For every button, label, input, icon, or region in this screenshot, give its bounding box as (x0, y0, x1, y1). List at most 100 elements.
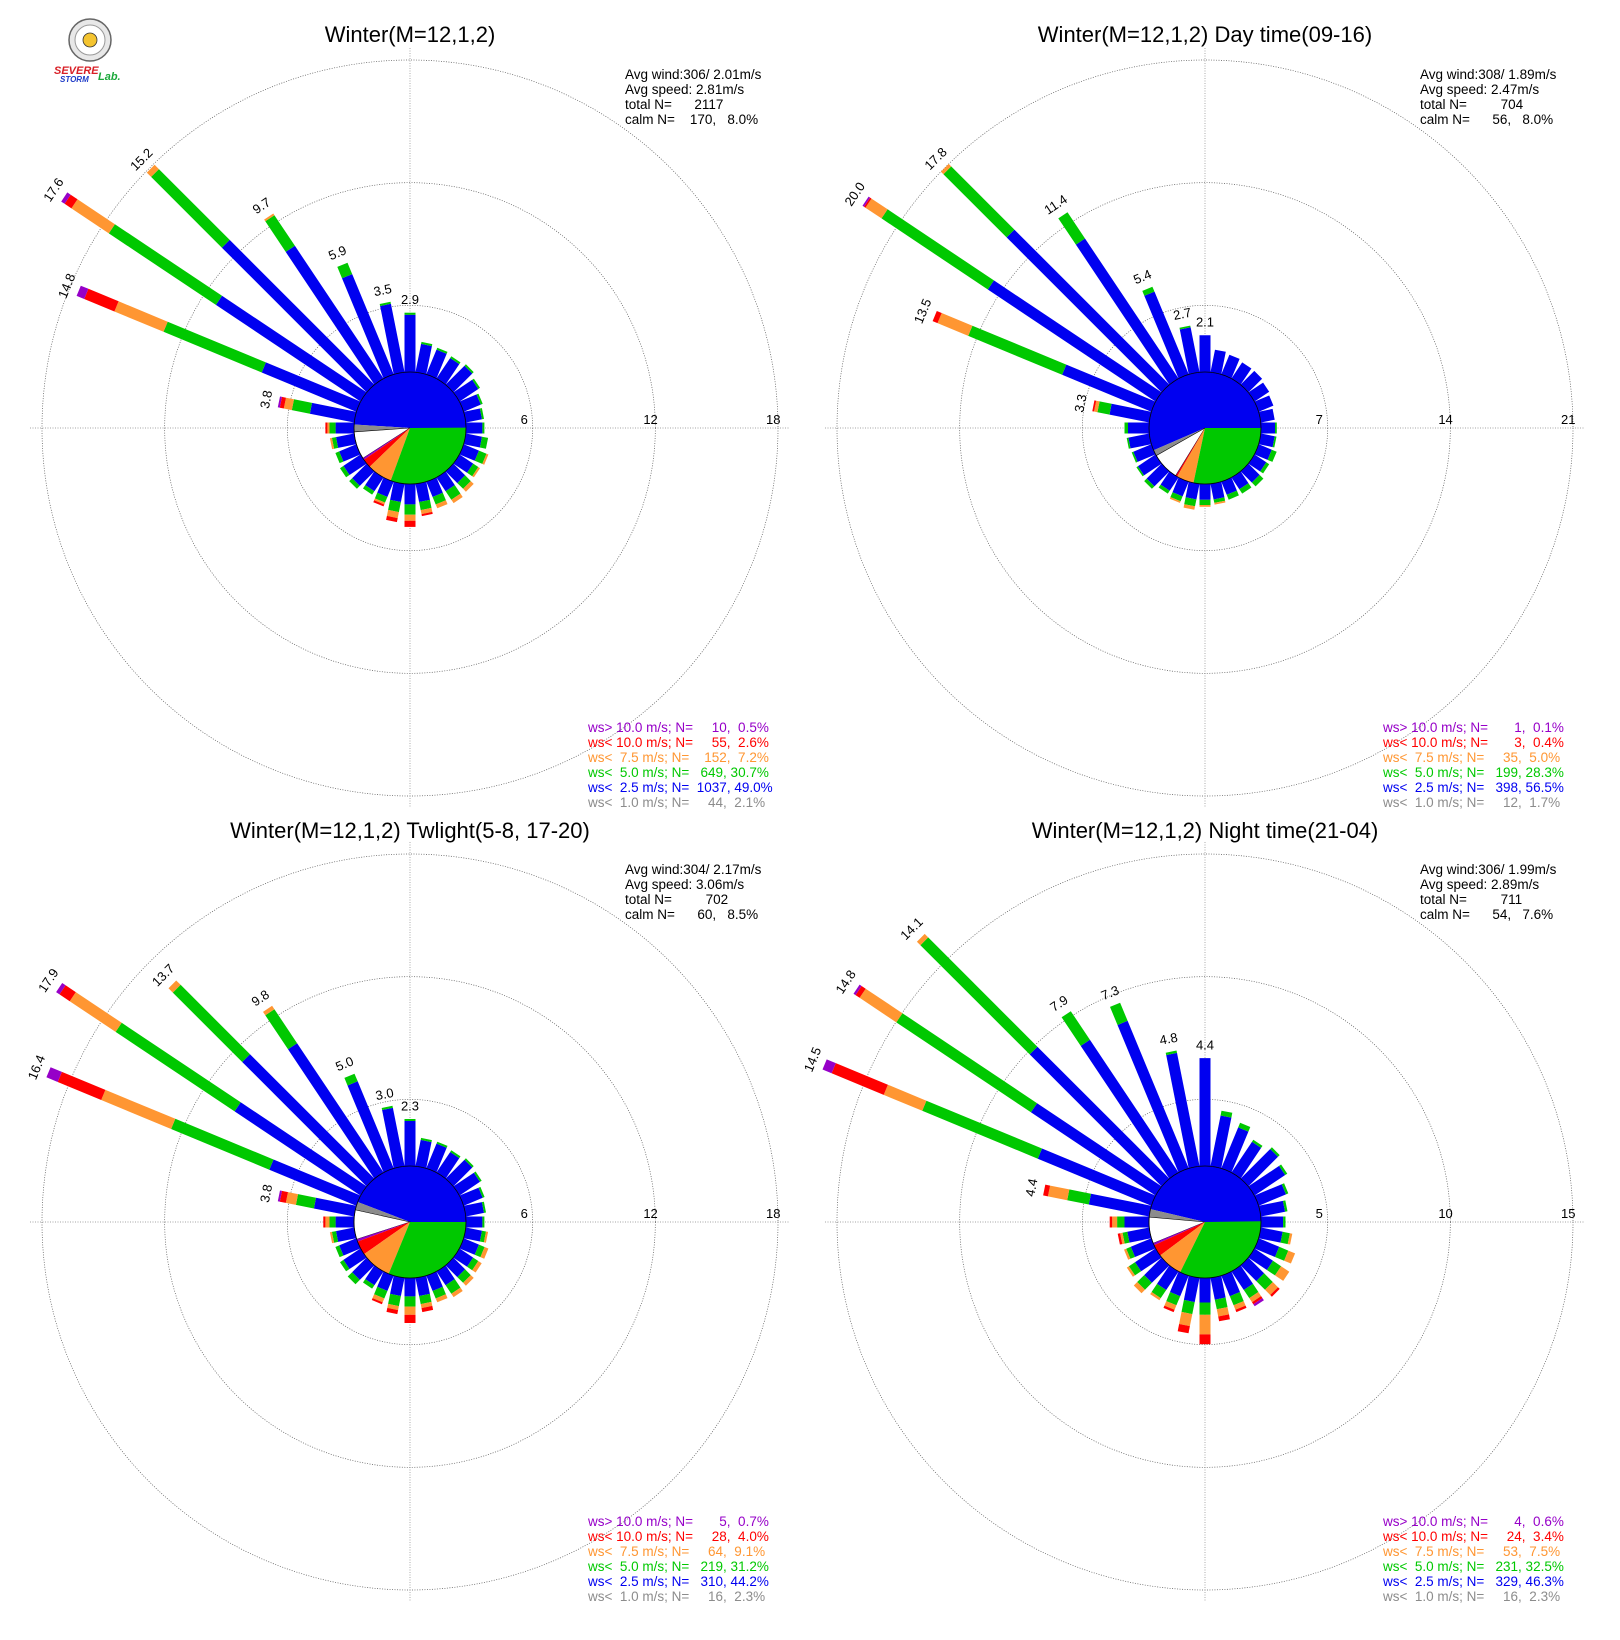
bar-segment-ws5 (115, 1022, 241, 1112)
bar-dir-101.25 (463, 433, 489, 449)
bar-segment-ws2_5 (1029, 1046, 1170, 1187)
bar-segment-ws2_5 (1258, 1227, 1283, 1243)
bar-segment-ws2_5 (404, 484, 416, 505)
bar-dir-348.75: 4.8 (1158, 1030, 1200, 1169)
legend-entry-ws7_5: ws< 7.5 m/s; N= 152, 7.2% (587, 750, 769, 765)
bar-segment-ws2_5 (1240, 1257, 1265, 1282)
info-line: Avg wind:304/ 2.17m/s (625, 862, 762, 877)
bar-segment-ws5 (1239, 483, 1252, 494)
info-line: Avg speed: 3.06m/s (625, 877, 744, 892)
bar-segment-ws7_5 (1216, 1307, 1229, 1317)
bar-dir-337.5: 5.9 (326, 242, 394, 379)
bar-segment-ws5 (922, 1100, 1042, 1159)
bar-segment-ws7_5 (372, 1294, 385, 1303)
bar-dir-0: 2.9 (401, 292, 419, 372)
bar-segment-ws2_5 (1199, 1278, 1211, 1303)
legend-entry-ws7_5: ws< 7.5 m/s; N= 64, 9.1% (587, 1544, 765, 1559)
bar-segment-ws2_5 (1210, 1115, 1232, 1169)
bar-segment-ws10 (404, 520, 416, 527)
bar-segment-ws2_5 (466, 422, 483, 434)
bar-dir-56.25 (1248, 1164, 1288, 1196)
bar-segment-ws10 (373, 500, 385, 507)
bar-segment-ws5 (1126, 1246, 1135, 1259)
ring-15 (836, 853, 1574, 1591)
bar-segment-ws2_5 (1254, 444, 1272, 460)
bar-segment-ws5 (1270, 1147, 1280, 1157)
bar-segment-ws10 (64, 194, 78, 209)
bar-segment-ws2_5 (1124, 1216, 1149, 1228)
bar-segment-ws2_5 (342, 274, 394, 379)
bar-dir-247.5 (1131, 444, 1156, 463)
bar-segment-ws5 (1283, 1216, 1286, 1228)
bar-segment-ws5 (1181, 1299, 1195, 1315)
legend-entry-ws5: ws< 5.0 m/s; N= 219, 31.2% (587, 1559, 769, 1574)
bar-segment-ws2_5 (234, 1102, 367, 1196)
bar-segment-ws2_5 (313, 1197, 357, 1217)
bar-segment-ws5 (479, 408, 484, 420)
bar-segment-ws2_5 (463, 408, 482, 423)
bar-segment-ws5 (404, 504, 416, 515)
bar-segment-ws2_5 (1199, 484, 1211, 500)
ring-12 (164, 182, 656, 674)
ring-label: 21 (1561, 412, 1575, 427)
bar-segment-ws2_5 (1037, 1148, 1156, 1206)
bar-segment-ws7_5 (937, 313, 973, 336)
bar-segment-ws2_5 (436, 1265, 455, 1286)
bar-dir-101.25 (1258, 433, 1277, 448)
ring-label: 6 (521, 1206, 528, 1221)
bar-segment-ws5 (1184, 497, 1197, 507)
bar-segment-ws_gt10 (822, 1059, 836, 1074)
bar-segment-ws_gt10 (862, 196, 871, 207)
bar-segment-ws7_5 (404, 514, 416, 521)
bar-segment-ws10 (1177, 1324, 1190, 1334)
info-line: calm N= 54, 7.6% (1420, 907, 1553, 922)
bar-segment-ws2_5 (261, 362, 361, 412)
bar-dir-33.75 (1231, 362, 1252, 385)
bar-segment-ws2_5 (1231, 1265, 1253, 1290)
bar-dir-78.75 (463, 408, 484, 423)
bar-segment-ws2_5 (1088, 1193, 1152, 1217)
bar-segment-ws5 (1275, 422, 1277, 434)
bar-segment-ws2_5 (1258, 408, 1275, 423)
pie-slice-ws7_5 (369, 428, 410, 481)
bar-segment-ws7_5 (168, 980, 181, 993)
bar-dir-337.5: 7.3 (1099, 982, 1189, 1173)
bar-dir-78.75 (1258, 1200, 1288, 1217)
bar-dir-236.25 (340, 1248, 367, 1272)
bar-segment-ws2_5 (1210, 481, 1225, 500)
bar-segment-ws7_5 (463, 1275, 474, 1286)
bar-segment-ws5 (344, 1073, 358, 1086)
bar-segment-ws2_5 (1231, 471, 1249, 490)
bar-segment-ws7_5 (1133, 1282, 1145, 1294)
bar-segment-ws5 (1061, 1011, 1090, 1046)
ring-18 (41, 59, 779, 797)
bar-segment-ws5 (381, 1105, 393, 1110)
bar-segment-ws5 (331, 437, 339, 449)
bar-dir-146.25 (436, 1265, 463, 1298)
bar-segment-ws2_5 (445, 1159, 473, 1187)
bar-dir-337.5: 5.0 (333, 1053, 394, 1173)
ring-6 (286, 1098, 534, 1346)
bar-segment-ws2_5 (459, 1187, 483, 1206)
bar-segment-ws7_5 (387, 1303, 399, 1311)
bar-segment-ws2_5 (453, 1172, 480, 1196)
bar-segment-ws5 (1166, 1292, 1181, 1306)
bar-segment-ws5 (419, 1293, 432, 1305)
bar-segment-ws2_5 (269, 1159, 361, 1206)
info-line: Avg wind:306/ 2.01m/s (625, 67, 762, 82)
bar-dir-0: 2.3 (401, 1098, 419, 1166)
ring-14 (959, 182, 1451, 674)
windrose-panel-2: 7 14 212.12.75.411.417.820.013.53.3Winter(… (825, 22, 1585, 810)
bar-dir-258.75 (1126, 433, 1152, 449)
bar-segment-ws5 (340, 465, 350, 478)
bar-segment-ws7_5 (1112, 1216, 1118, 1228)
bar-segment-ws5 (1199, 499, 1211, 505)
bar-label: 4.8 (1158, 1030, 1179, 1048)
bar-segment-ws5 (265, 215, 295, 252)
pie-slice-ws10 (357, 1222, 410, 1255)
bar-segment-ws2_5 (1248, 454, 1267, 472)
legend-entry-ws7_5: ws< 7.5 m/s; N= 53, 7.5% (1382, 1544, 1560, 1559)
bar-segment-ws2_5 (1258, 433, 1275, 448)
legend-entry-ws2_5: ws< 2.5 m/s; N= 1037, 49.0% (587, 780, 773, 795)
bar-segment-ws5 (374, 1286, 388, 1299)
